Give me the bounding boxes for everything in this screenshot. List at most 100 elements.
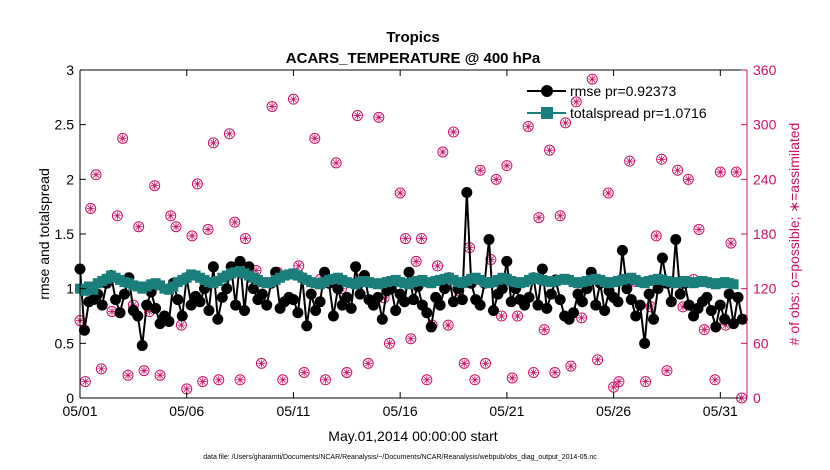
obs-point-asterisk bbox=[268, 102, 277, 111]
obs-point bbox=[522, 120, 534, 132]
obs-point-circle bbox=[351, 110, 363, 122]
obs-point bbox=[506, 372, 518, 384]
obs-point bbox=[432, 260, 444, 272]
rmse-point bbox=[523, 291, 535, 303]
obs-point bbox=[341, 366, 353, 378]
rmse-point bbox=[652, 283, 664, 295]
obs-point-circle bbox=[394, 187, 406, 199]
obs-point bbox=[213, 374, 225, 386]
obs-point-asterisk bbox=[353, 111, 362, 120]
obs-point-asterisk bbox=[481, 359, 490, 368]
obs-point-circle bbox=[207, 137, 219, 149]
obs-point-circle bbox=[506, 372, 518, 384]
rmse-point bbox=[736, 313, 748, 325]
obs-point-circle bbox=[197, 376, 209, 388]
rmse-point bbox=[345, 302, 357, 314]
rmse-point bbox=[327, 310, 339, 322]
obs-point bbox=[154, 369, 166, 381]
obs-point bbox=[501, 160, 513, 172]
obs-point-asterisk bbox=[529, 368, 538, 377]
rmse-point bbox=[332, 283, 344, 295]
rmse-point bbox=[390, 305, 402, 317]
obs-point-circle bbox=[309, 132, 321, 144]
obs-point-asterisk bbox=[310, 134, 319, 143]
obs-point-circle bbox=[202, 223, 214, 235]
rmse-point bbox=[728, 318, 740, 330]
obs-point-asterisk bbox=[257, 359, 266, 368]
obs-point-circle bbox=[277, 374, 289, 386]
obs-point-circle bbox=[362, 357, 374, 369]
y-tick-label: 0.5 bbox=[55, 335, 75, 351]
obs-point-circle bbox=[111, 210, 123, 222]
obs-point-circle bbox=[661, 365, 673, 377]
obs-point bbox=[682, 173, 694, 185]
obs-point-asterisk bbox=[230, 218, 239, 227]
y-tick-label: 0 bbox=[66, 390, 74, 406]
rmse-point bbox=[670, 233, 682, 245]
rmse-point bbox=[599, 305, 611, 317]
rmse-point bbox=[483, 233, 495, 245]
spread-point bbox=[728, 279, 739, 290]
obs-point bbox=[122, 369, 134, 381]
y-tick-right-label: 180 bbox=[753, 226, 777, 242]
obs-point-asterisk bbox=[561, 118, 570, 127]
obs-point bbox=[512, 310, 524, 322]
spread-point bbox=[88, 284, 99, 295]
obs-point-circle bbox=[319, 374, 331, 386]
obs-point-asterisk bbox=[401, 234, 410, 243]
obs-point-asterisk bbox=[566, 362, 575, 371]
rmse-point bbox=[247, 283, 259, 295]
y-tick-label: 2.5 bbox=[55, 117, 75, 133]
rmse-point bbox=[421, 307, 433, 319]
rmse-point bbox=[425, 321, 437, 333]
obs-point-circle bbox=[592, 354, 604, 366]
obs-point-circle bbox=[538, 324, 550, 336]
obs-point bbox=[165, 210, 177, 222]
rmse-point bbox=[372, 291, 384, 303]
obs-point bbox=[191, 178, 203, 190]
obs-point bbox=[602, 187, 614, 199]
rmse-point bbox=[616, 244, 628, 256]
obs-point-circle bbox=[223, 128, 235, 140]
obs-point-circle bbox=[560, 117, 572, 129]
rmse-point bbox=[643, 288, 655, 300]
rmse-point bbox=[350, 261, 362, 273]
y-tick-label: 1 bbox=[66, 281, 74, 297]
y-tick-right-label: 300 bbox=[753, 117, 777, 133]
obs-point-asterisk bbox=[726, 239, 735, 248]
obs-point-asterisk bbox=[470, 375, 479, 384]
rmse-point bbox=[439, 283, 451, 295]
obs-point-circle bbox=[239, 233, 251, 245]
obs-point bbox=[197, 376, 209, 388]
obs-point-asterisk bbox=[678, 302, 687, 311]
rmse-point bbox=[665, 296, 677, 308]
obs-point-asterisk bbox=[396, 189, 405, 197]
obs-point-circle bbox=[709, 374, 721, 386]
obs-point bbox=[319, 374, 331, 386]
obs-point-circle bbox=[234, 374, 246, 386]
obs-point bbox=[469, 374, 481, 386]
plot-marks bbox=[74, 73, 748, 404]
obs-point-asterisk bbox=[385, 339, 394, 348]
rmse-point bbox=[545, 288, 557, 300]
rmse-point bbox=[541, 302, 553, 314]
x-tick-label: 05/11 bbox=[276, 403, 310, 419]
obs-point-circle bbox=[90, 169, 102, 181]
obs-point bbox=[117, 132, 129, 144]
y-tick-right-label: 360 bbox=[753, 62, 777, 78]
obs-point bbox=[239, 233, 251, 245]
legend-rmse-marker bbox=[541, 85, 553, 97]
obs-point bbox=[394, 187, 406, 199]
obs-point-circle bbox=[255, 357, 267, 369]
rmse-point bbox=[434, 299, 446, 311]
chart-title: Tropics bbox=[386, 29, 439, 46]
rmse-point bbox=[261, 299, 273, 311]
rmse-point bbox=[172, 294, 184, 306]
obs-point bbox=[186, 230, 198, 242]
obs-point-asterisk bbox=[204, 225, 213, 234]
x-tick-label: 05/01 bbox=[62, 403, 97, 419]
rmse-point bbox=[705, 305, 717, 317]
obs-point-asterisk bbox=[497, 312, 506, 320]
x-tick-label: 05/21 bbox=[489, 403, 524, 419]
